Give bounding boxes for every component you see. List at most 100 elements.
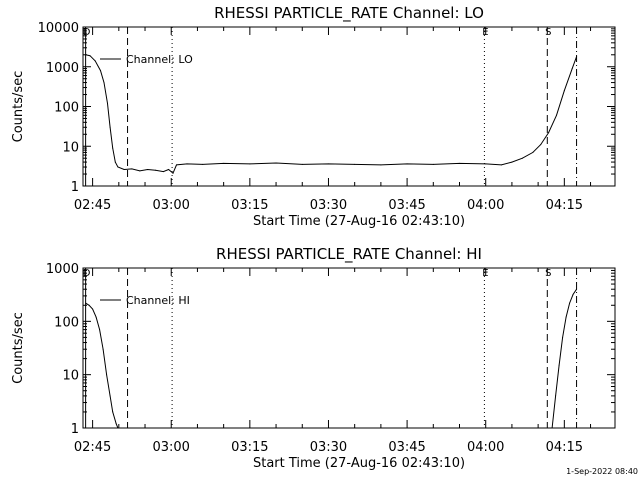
data-point (354, 163, 356, 165)
data-point (139, 170, 141, 172)
data-point (459, 162, 460, 164)
data-point (485, 163, 487, 165)
data-point (301, 163, 303, 165)
x-tick-label: 04:00 (467, 198, 504, 213)
data-point (106, 374, 108, 376)
x-axis-label: Start Time (27-Aug-16 02:43:10) (253, 214, 465, 229)
data-point (92, 308, 94, 310)
event-marker-label: S (545, 268, 551, 279)
x-tick-label: 03:30 (310, 198, 347, 213)
event-marker-label: D (83, 27, 91, 38)
data-point (112, 147, 114, 149)
data-point (249, 163, 251, 165)
y-tick-label: 100 (54, 101, 79, 116)
data-point (162, 171, 164, 173)
event-marker-label: S (545, 27, 551, 38)
footer-timestamp: 1-Sep-2022 08:40 (566, 467, 638, 476)
data-point (500, 164, 502, 166)
series-line (85, 54, 578, 175)
y-axis-label: Counts/sec (11, 71, 26, 143)
data-point (380, 164, 382, 166)
y-tick-label: 10 (62, 140, 79, 155)
data-point (89, 55, 91, 57)
data-point (168, 169, 170, 170)
data-point (112, 411, 114, 413)
x-tick-label: 02:45 (74, 440, 111, 455)
x-tick-label: 04:15 (546, 198, 583, 213)
x-tick-label: 03:45 (388, 440, 425, 455)
data-point (540, 144, 542, 146)
data-point (223, 162, 225, 164)
data-point (95, 316, 97, 318)
data-point (555, 395, 557, 397)
event-marker-label: D (83, 268, 91, 279)
x-tick-label: 03:15 (231, 440, 268, 455)
data-point (107, 102, 108, 104)
x-tick-label: 02:45 (74, 198, 111, 213)
data-point (88, 304, 90, 306)
data-point (103, 82, 105, 84)
x-tick-label: 03:00 (152, 198, 189, 213)
y-tick-label: 1000 (46, 61, 79, 76)
data-point (85, 54, 87, 56)
data-point (576, 288, 578, 290)
x-tick-label: 04:00 (467, 440, 504, 455)
data-point (176, 164, 177, 166)
data-point (558, 364, 560, 366)
chart-title: RHESSI PARTICLE_RATE Channel: LO (214, 4, 484, 23)
y-tick-label: 10000 (38, 21, 79, 36)
data-point (551, 427, 553, 428)
data-point (117, 166, 119, 168)
data-point (432, 163, 434, 165)
x-axis-label: Start Time (27-Aug-16 02:43:10) (253, 456, 465, 471)
data-point (275, 162, 277, 164)
data-point (569, 302, 571, 304)
plot-frame (82, 26, 616, 187)
data-point (117, 427, 119, 428)
data-point (94, 60, 96, 62)
data-point (572, 293, 574, 295)
data-point (186, 163, 188, 165)
data-point (109, 395, 111, 397)
data-point (114, 161, 116, 163)
y-tick-label: 10 (62, 369, 79, 384)
data-point (102, 348, 104, 350)
data-point (576, 56, 578, 58)
y-tick-label: 1 (71, 180, 79, 195)
chart-panel-0: RHESSI PARTICLE_RATE Channel: LO Start Ti… (11, 4, 616, 229)
data-point (147, 169, 149, 170)
data-point (563, 90, 565, 92)
data-point (202, 163, 204, 165)
data-point (109, 126, 111, 128)
chart-panel-1: RHESSI PARTICLE_RATE Channel: HI Start Ti… (11, 245, 616, 471)
data-point (131, 168, 133, 170)
data-point (99, 329, 101, 331)
data-point (565, 316, 567, 318)
data-point (571, 68, 573, 70)
series-line (85, 288, 578, 428)
x-tick-label: 03:30 (310, 440, 347, 455)
data-point (521, 157, 523, 159)
data-point (532, 151, 534, 153)
x-tick-label: 03:45 (388, 198, 425, 213)
legend-label: Channel: LO (126, 53, 193, 66)
data-point (123, 169, 125, 170)
data-point (406, 163, 408, 165)
data-point (115, 423, 117, 425)
x-tick-label: 04:15 (546, 440, 583, 455)
data-point (562, 336, 564, 338)
legend-label: Channel: HI (126, 294, 190, 307)
y-axis-label: Counts/sec (11, 312, 26, 384)
data-point (328, 163, 329, 165)
event-marker-label: E (482, 27, 488, 38)
data-point (556, 114, 557, 116)
x-tick-label: 03:00 (152, 440, 189, 455)
data-point (100, 70, 101, 72)
plot-frame (82, 267, 616, 429)
data-point (172, 172, 174, 174)
x-tick-label: 03:15 (231, 198, 268, 213)
data-point (511, 161, 513, 163)
y-tick-label: 1 (71, 422, 79, 437)
data-point (85, 302, 87, 304)
